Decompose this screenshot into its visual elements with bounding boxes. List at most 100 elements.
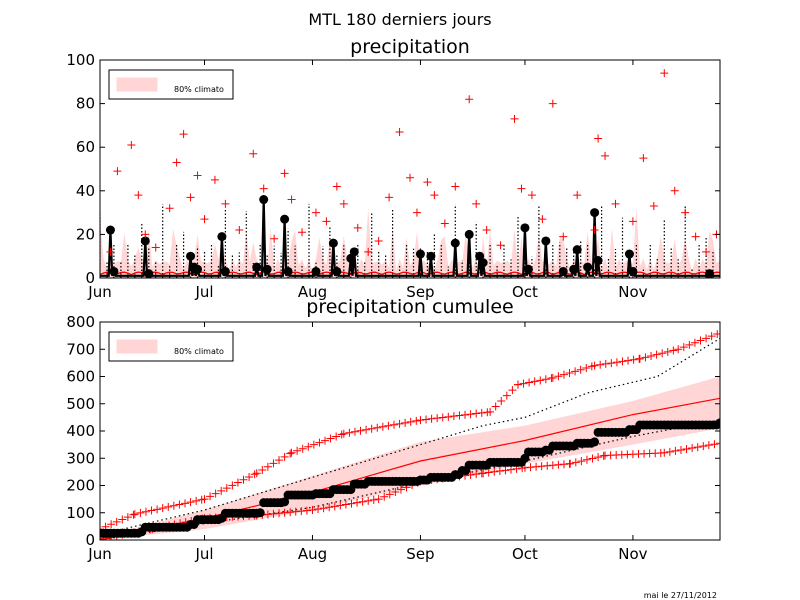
footer-note: mai le 27/11/2012 [643,591,717,600]
upper-envelope-marker [641,353,650,362]
climato-dotted-spikes [100,203,720,278]
upper-envelope-marker [401,418,410,427]
y-tick-label: 20 [76,225,95,243]
upper-envelope-marker [607,359,616,368]
upper-envelope-marker [326,434,335,443]
upper-envelope-marker [332,432,341,441]
upper-envelope-marker [422,415,431,424]
upper-envelope-marker [491,402,500,411]
extreme-plus-marker [374,236,383,245]
extreme-plus-marker [496,241,505,250]
upper-envelope-marker [350,427,359,436]
lower-envelope-marker [699,442,708,451]
upper-envelope-marker [530,377,539,386]
upper-envelope-marker [321,436,330,445]
lower-envelope-marker [537,462,546,471]
lower-envelope-marker [688,444,697,453]
y-tick-label: 100 [66,504,95,522]
figure-suptitle: MTL 180 derniers jours [308,10,492,29]
legend-swatch [116,77,158,92]
upper-envelope-marker [601,359,610,368]
upper-envelope-marker [158,504,167,513]
upper-envelope-marker [669,346,678,355]
upper-envelope-marker [658,349,667,358]
observed-point [144,269,154,278]
lower-envelope-marker [314,505,323,514]
upper-envelope-marker [258,465,267,474]
extreme-plus-marker [639,154,648,163]
extreme-plus-marker [573,191,582,200]
lower-envelope-marker [526,463,535,472]
observed-point [280,214,290,224]
lower-envelope-marker [330,502,339,511]
upper-envelope-marker [461,410,470,419]
chart1-marks [100,69,720,278]
upper-envelope-marker [287,448,296,457]
upper-envelope-marker [525,378,534,387]
upper-envelope-marker [250,470,259,479]
upper-envelope-marker [384,421,393,430]
observed-point [715,418,720,428]
upper-envelope-marker [169,501,178,510]
upper-envelope-marker [497,397,506,406]
y-tick-label: 700 [66,340,95,358]
upper-envelope-marker [130,510,139,519]
extreme-plus-marker [395,127,404,136]
extreme-plus-marker [406,173,414,182]
upper-envelope-marker [129,510,138,519]
extreme-plus-marker [221,199,230,208]
y-tick-label: 0 [85,531,95,549]
extreme-plus-marker [280,169,289,178]
extreme-plus-marker [548,99,557,108]
upper-envelope-marker [455,411,464,420]
upper-envelope-marker [519,379,528,388]
observed-point [569,264,579,274]
y-tick-label: 300 [66,449,95,467]
extreme-plus-marker [472,199,481,208]
extreme-plus-marker [287,195,296,204]
chart1-title: precipitation [350,36,470,58]
x-tick-label: Oct [512,545,538,563]
observed-point [628,266,638,276]
observed-point [332,266,342,276]
y-tick-label: 600 [66,368,95,386]
observed-point [255,508,265,518]
observed-point [426,251,436,261]
extreme-plus-marker [527,191,536,200]
lower-envelope-marker [671,446,680,455]
extreme-plus-marker [538,215,547,224]
upper-envelope-marker [395,419,404,428]
lower-envelope-marker [532,462,541,471]
upper-envelope-marker [647,352,656,361]
upper-envelope-marker [356,426,365,435]
upper-envelope-marker [118,515,127,524]
upper-envelope-marker [136,508,145,517]
lower-envelope-marker [543,461,552,470]
lower-envelope-marker [275,509,284,518]
upper-envelope-marker [582,364,591,373]
lower-envelope-marker [704,441,713,450]
upper-envelope-marker [263,462,272,471]
upper-envelope-marker [123,513,132,522]
lower-envelope-marker [548,461,557,470]
extreme-plus-marker [670,186,679,195]
lower-envelope-marker [594,453,603,462]
upper-envelope-marker [416,416,425,425]
extreme-plus-marker [332,182,341,191]
upper-envelope-marker [548,373,557,382]
extreme-plus-marker [311,208,320,217]
lower-envelope-marker [100,534,104,540]
chart1-legend: 80% climato [108,69,234,100]
lower-envelope-marker [501,466,510,475]
lower-envelope-marker [308,506,317,515]
observed-point [252,262,262,272]
chart1-plot: 0 20 40 60 80 100 Jun Jul Aug Sep Oct Nov 80% climat… [66,51,721,301]
lower-envelope-marker [682,444,691,453]
extreme-plus-marker [660,69,669,78]
lower-envelope-marker [280,508,289,517]
observed-point [415,249,425,259]
lower-envelope-marker [374,495,383,504]
extreme-plus-marker [423,178,432,187]
lower-envelope-marker [286,508,295,517]
observed-point [217,232,227,242]
